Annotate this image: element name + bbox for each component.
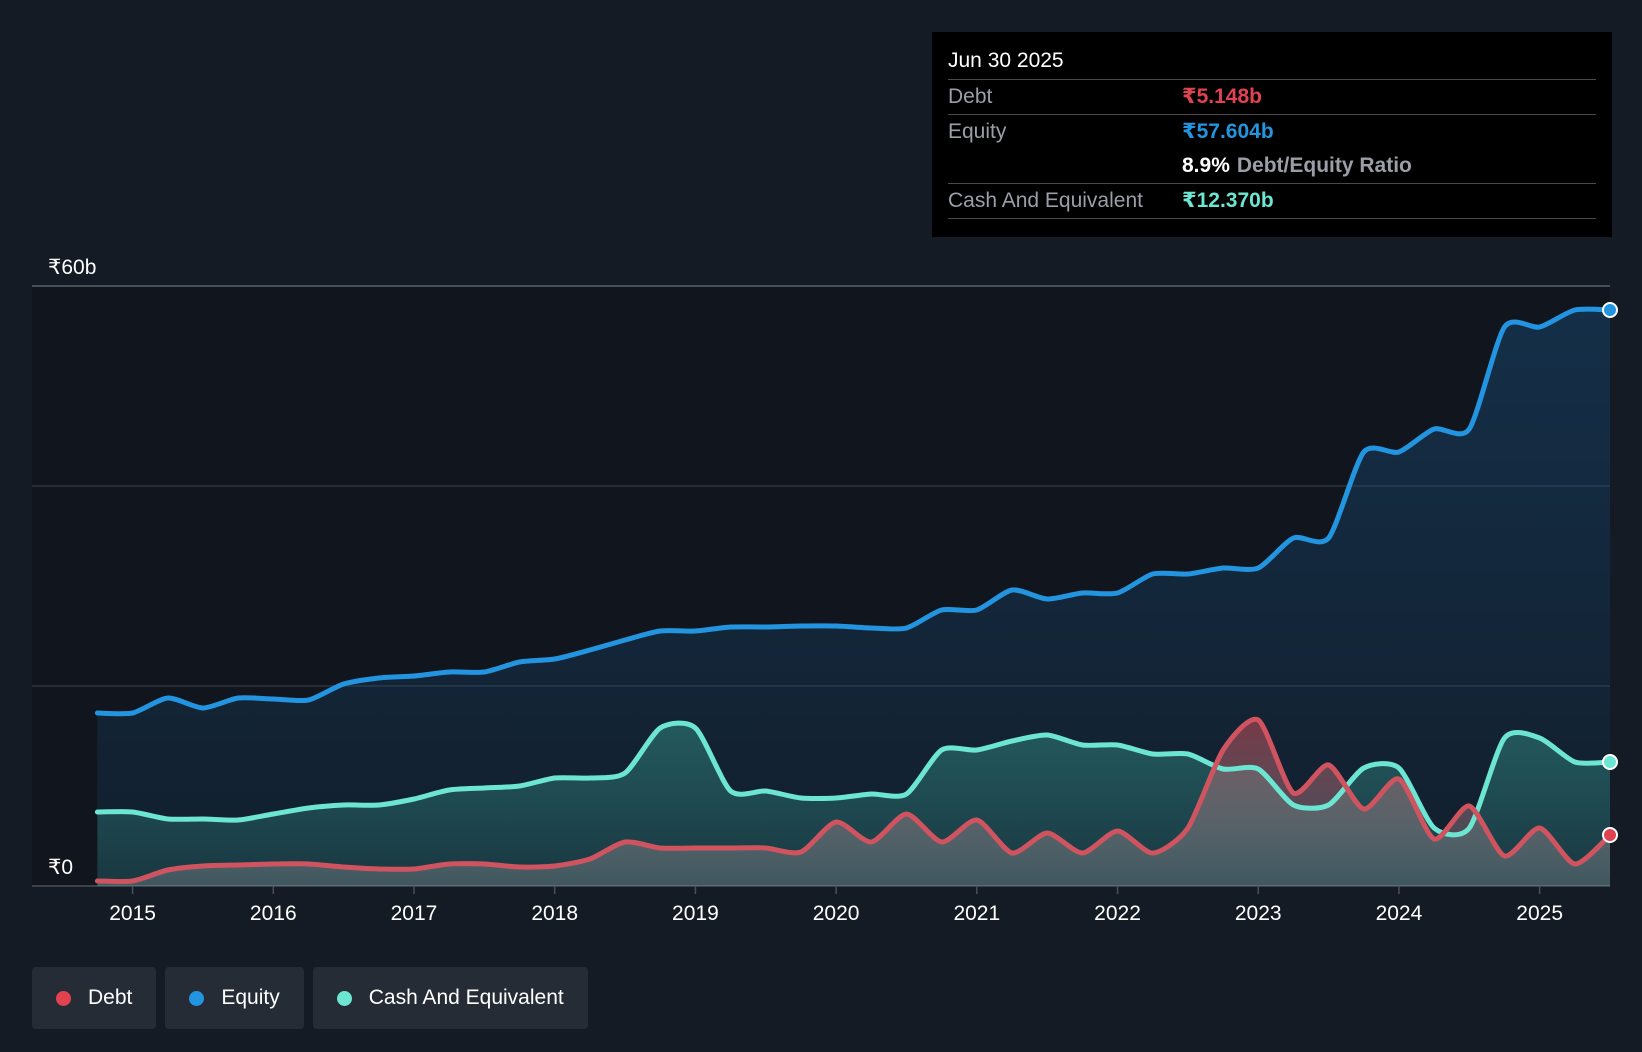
legend-item-equity[interactable]: Equity (165, 967, 304, 1029)
tooltip-ratio-label: Debt/Equity Ratio (1236, 154, 1412, 177)
tooltip-cash-value: ₹12.370b (1182, 189, 1274, 212)
tooltip-debt-label: Debt (948, 85, 993, 108)
tooltip-equity-row: Equity ₹57.604b (948, 115, 1596, 149)
cash-dot-icon (336, 990, 352, 1006)
y-tick-label: ₹0 (48, 856, 73, 879)
tooltip-equity-label: Equity (948, 120, 1007, 143)
x-tick-label: 2021 (953, 902, 1000, 925)
x-axis-labels: 2015 2016 2017 2018 2019 2020 2021 2022 2023 2024… (109, 886, 1563, 925)
legend-item-cash[interactable]: Cash And Equivalent (312, 967, 588, 1029)
x-tick-label: 2015 (109, 902, 156, 925)
legend-item-debt[interactable]: Debt (32, 967, 157, 1029)
y-axis-labels: ₹0 ₹60b (48, 256, 96, 879)
x-tick-label: 2024 (1376, 902, 1423, 925)
tooltip-debt-value: ₹5.148b (1182, 85, 1262, 108)
tooltip-equity-value: ₹57.604b (1182, 120, 1274, 143)
debt-end-marker (1602, 827, 1618, 843)
tooltip-ratio-row: 8.9% Debt/Equity Ratio (948, 149, 1596, 184)
series-lines (94, 306, 1613, 885)
debt-dot-icon (56, 990, 71, 1006)
tooltip-panel: Jun 30 2025 Debt ₹5.148b Equity ₹57.604b… (932, 32, 1612, 237)
debt-line (94, 716, 1613, 885)
equity-dot-icon (189, 990, 205, 1006)
x-tick-label: 2016 (250, 902, 297, 925)
tooltip-cash-row: Cash And Equivalent ₹12.370b (948, 184, 1596, 219)
x-tick-label: 2025 (1516, 902, 1563, 925)
equity-line (94, 306, 1613, 717)
x-tick-label: 2018 (531, 902, 578, 925)
x-tick-label: 2017 (391, 902, 438, 925)
cash-line (94, 720, 1613, 838)
x-tick-label: 2020 (813, 902, 860, 925)
tooltip-cash-label: Cash And Equivalent (948, 189, 1143, 212)
tooltip-debt-row: Debt ₹5.148b (948, 80, 1596, 115)
cash-end-marker (1602, 754, 1618, 770)
x-tick-label: 2019 (672, 902, 719, 925)
debt-area (97, 719, 1610, 886)
tooltip-date: Jun 30 2025 (948, 46, 1596, 80)
chart-legend: Debt Equity Cash And Equivalent (32, 967, 588, 1029)
x-tick-label: 2023 (1235, 902, 1282, 925)
legend-debt-label: Debt (88, 986, 133, 1009)
x-tick-label: 2022 (1094, 902, 1141, 925)
legend-cash-label: Cash And Equivalent (368, 986, 564, 1009)
equity-end-marker (1602, 302, 1618, 318)
y-tick-label: ₹60b (48, 256, 96, 279)
series-end-markers (1602, 302, 1618, 843)
tooltip-ratio-value: 8.9% (1182, 154, 1230, 177)
legend-equity-label: Equity (221, 986, 280, 1009)
